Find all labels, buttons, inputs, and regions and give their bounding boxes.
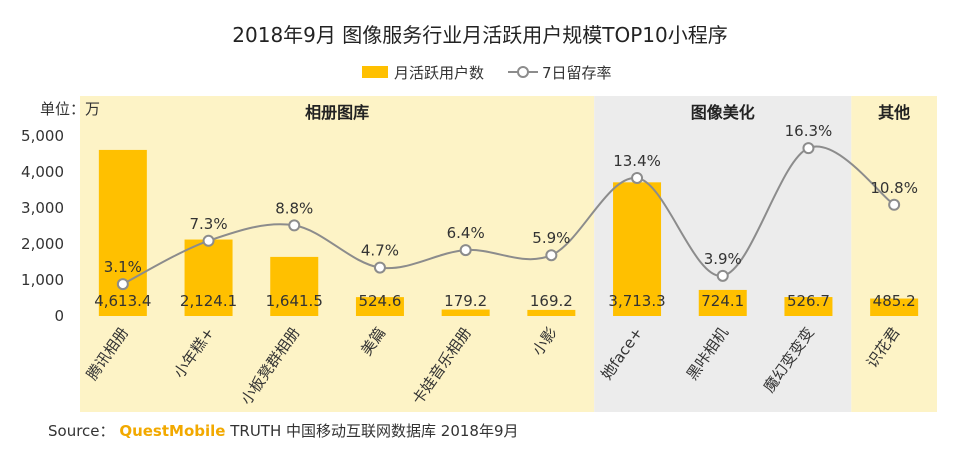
bar-series [98, 149, 919, 316]
retention-value-label: 3.9% [704, 250, 742, 268]
legend-swatch-marker [517, 66, 529, 78]
legend-label-line: 7日留存率 [542, 64, 612, 82]
y-axis: 0 1,000 2,000 3,000 4,000 5,000 [21, 127, 64, 325]
bar-value-label: 524.6 [358, 292, 401, 310]
retention-value-label: 16.3% [785, 122, 833, 140]
source-text: TRUTH 中国移动互联网数据库 2018年9月 [230, 422, 519, 440]
retention-value-label: 4.7% [361, 242, 399, 260]
bar-value-label: 1,641.5 [266, 292, 323, 310]
bar [613, 182, 662, 316]
group-label-2: 其他 [878, 103, 910, 122]
retention-value-label: 13.4% [613, 152, 661, 170]
group-band-2 [851, 96, 937, 412]
group-label-1: 图像美化 [691, 103, 755, 122]
bar [270, 256, 319, 316]
bar [441, 309, 490, 316]
bar-value-label: 169.2 [530, 292, 573, 310]
retention-value-label: 8.8% [275, 199, 313, 217]
source-note: Source： QuestMobile TRUTH 中国移动互联网数据库 201… [48, 420, 519, 441]
y-tick-label: 3,000 [21, 199, 64, 217]
bar [184, 239, 233, 316]
retention-point [116, 278, 129, 291]
bar-value-label: 179.2 [444, 292, 487, 310]
source-prefix: Source： [48, 422, 115, 440]
data-labels: 4,613.4 2,124.1 1,641.5 524.6 179.2 169.2 3,71… [94, 122, 918, 310]
line-series [116, 142, 901, 291]
retention-point [716, 269, 729, 282]
legend-swatch-bar [362, 66, 388, 78]
retention-point [631, 171, 644, 184]
retention-point [802, 142, 815, 155]
bar [870, 298, 919, 316]
retention-point [459, 244, 472, 257]
retention-value-label: 5.9% [532, 229, 570, 247]
chart-title: 2018年9月 图像服务行业月活跃用户规模TOP10小程序 [232, 23, 727, 47]
retention-value-label: 3.1% [104, 258, 142, 276]
bar-value-label: 2,124.1 [180, 292, 237, 310]
source-brand: QuestMobile [119, 422, 226, 440]
bar-value-label: 724.1 [701, 292, 744, 310]
bar-value-label: 3,713.3 [608, 292, 665, 310]
retention-value-label: 10.8% [870, 179, 918, 197]
y-tick-label: 4,000 [21, 163, 64, 181]
y-tick-label: 0 [54, 307, 64, 325]
y-tick-label: 5,000 [21, 127, 64, 145]
legend: 月活跃用户数 7日留存率 [362, 64, 612, 82]
y-tick-label: 2,000 [21, 235, 64, 253]
bar [698, 289, 747, 316]
retention-point [373, 261, 386, 274]
bar [784, 297, 833, 316]
retention-point [288, 219, 301, 232]
retention-point [888, 198, 901, 211]
retention-point [545, 249, 558, 262]
bar-value-label: 526.7 [787, 292, 830, 310]
y-tick-label: 1,000 [21, 271, 64, 289]
bar-value-label: 485.2 [873, 292, 916, 310]
bar [527, 309, 576, 316]
group-band-0 [80, 96, 595, 412]
unit-label: 单位：万 [40, 100, 100, 118]
retention-value-label: 6.4% [447, 224, 485, 242]
bar [355, 297, 404, 316]
bar-value-label: 4,613.4 [94, 292, 151, 310]
group-label-0: 相册图库 [305, 103, 369, 122]
retention-value-label: 7.3% [189, 215, 227, 233]
retention-point [202, 234, 215, 247]
legend-label-bar: 月活跃用户数 [394, 64, 484, 82]
